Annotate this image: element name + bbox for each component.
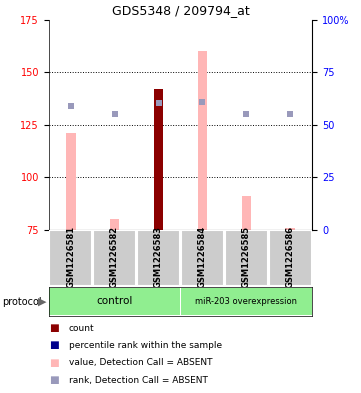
- Text: miR-203 overexpression: miR-203 overexpression: [195, 297, 297, 305]
- Text: GSM1226581: GSM1226581: [66, 226, 75, 288]
- Text: value, Detection Call = ABSENT: value, Detection Call = ABSENT: [69, 358, 212, 367]
- Bar: [286, 228, 295, 230]
- Text: rank, Detection Call = ABSENT: rank, Detection Call = ABSENT: [69, 376, 208, 384]
- Text: GSM1226585: GSM1226585: [242, 226, 251, 288]
- Text: ▶: ▶: [38, 297, 47, 307]
- Title: GDS5348 / 209794_at: GDS5348 / 209794_at: [112, 4, 249, 17]
- Bar: [49, 288, 180, 315]
- Text: count: count: [69, 324, 94, 332]
- Text: GSM1226582: GSM1226582: [110, 226, 119, 288]
- Bar: [110, 219, 119, 230]
- Bar: [93, 230, 136, 286]
- Bar: [154, 89, 164, 230]
- Bar: [225, 230, 268, 286]
- Text: control: control: [96, 296, 133, 306]
- Text: ■: ■: [49, 340, 58, 351]
- Text: ■: ■: [49, 375, 58, 385]
- Bar: [242, 196, 251, 230]
- Text: GSM1226583: GSM1226583: [154, 226, 163, 288]
- Bar: [137, 230, 180, 286]
- Bar: [155, 89, 163, 230]
- Bar: [197, 51, 207, 230]
- Text: GSM1226584: GSM1226584: [198, 226, 207, 288]
- Bar: [66, 133, 75, 230]
- Bar: [49, 230, 92, 286]
- Text: percentile rank within the sample: percentile rank within the sample: [69, 341, 222, 350]
- Text: GSM1226586: GSM1226586: [286, 226, 295, 288]
- Text: ■: ■: [49, 323, 58, 333]
- Text: ■: ■: [49, 358, 58, 368]
- Bar: [181, 230, 224, 286]
- Text: protocol: protocol: [2, 297, 42, 307]
- Bar: [269, 230, 312, 286]
- Bar: [181, 288, 312, 315]
